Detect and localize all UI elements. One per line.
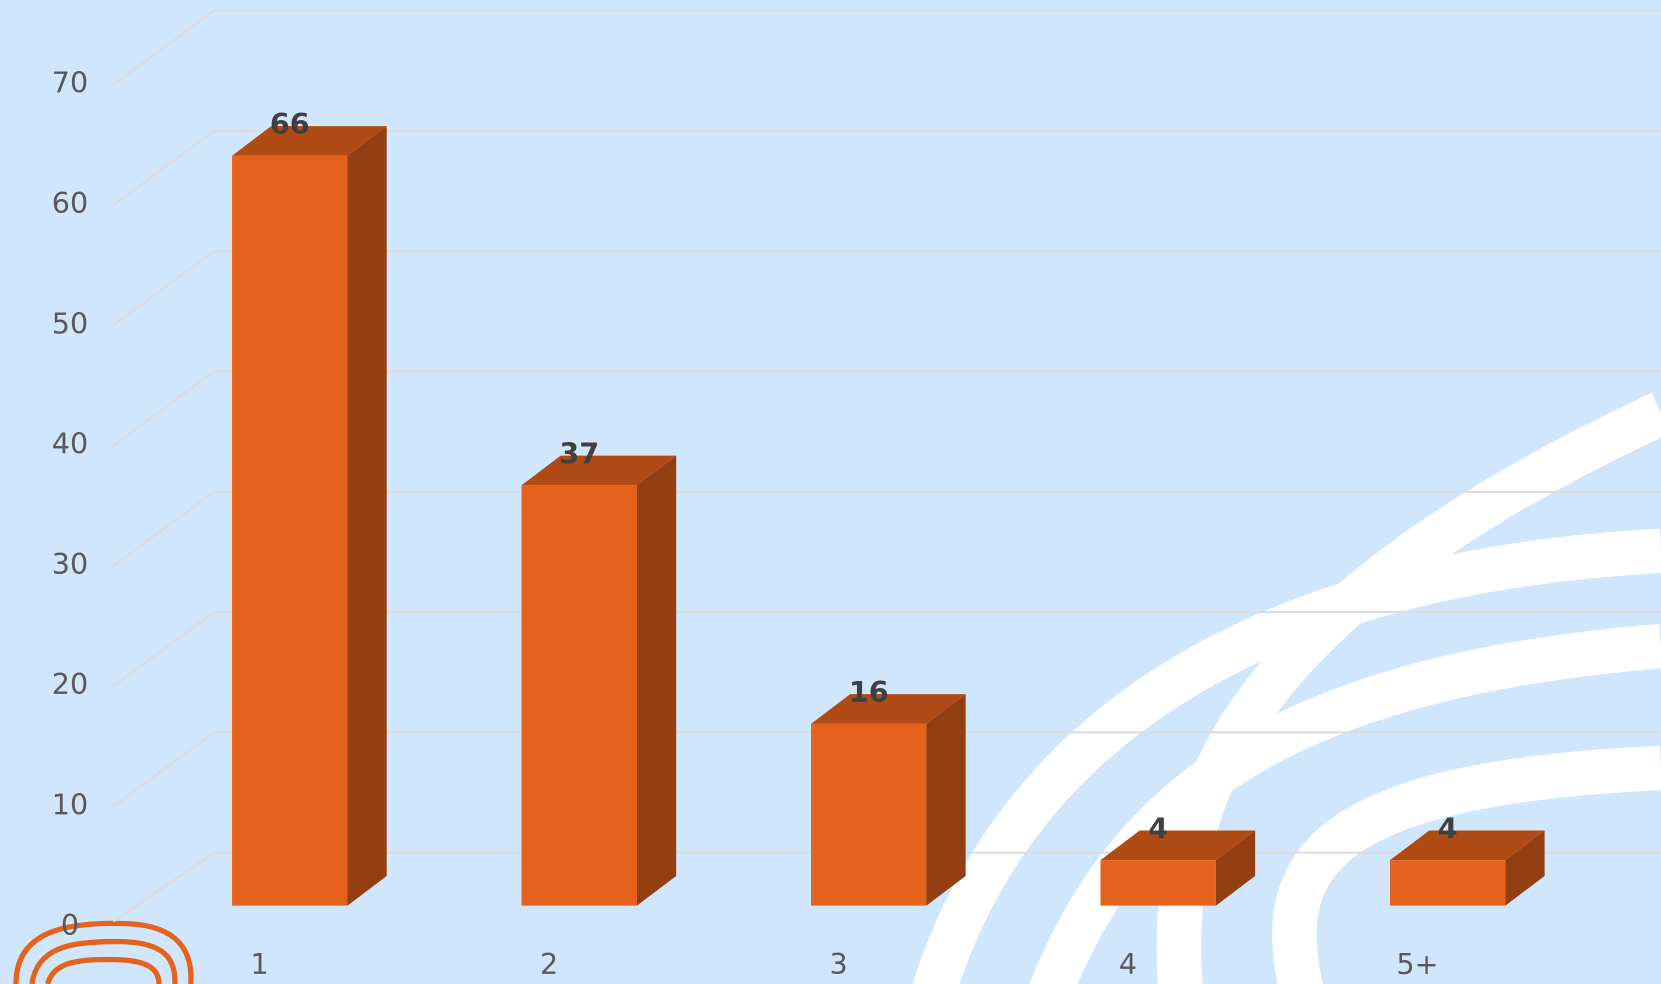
grid-line-side (112, 611, 215, 688)
grid-line (112, 129, 1661, 206)
grid-line-side (112, 490, 215, 567)
bar-front (232, 155, 348, 906)
grid-line-side (112, 370, 215, 447)
bar-side (926, 694, 966, 906)
bar (811, 694, 966, 906)
bar (1389, 830, 1545, 906)
y-tick-label: 70 (52, 66, 88, 100)
bar-front (1100, 860, 1216, 906)
y-tick-label: 10 (52, 788, 88, 822)
bar-side (1505, 830, 1545, 906)
y-tick-label: 60 (52, 186, 88, 220)
bar-front (521, 485, 637, 906)
grid-line (112, 9, 1661, 86)
grid-line (112, 611, 1661, 688)
data-label: 66 (270, 107, 310, 141)
logo (13, 920, 194, 984)
x-tick-label: 4 (1119, 947, 1137, 981)
bars: 1 66 2 37 3 16 4 4 5+ 4 (232, 107, 1545, 981)
data-label: 16 (849, 675, 889, 709)
grid-line (112, 250, 1661, 327)
bar-top (1100, 830, 1256, 861)
y-tick-label: 40 (52, 427, 88, 461)
y-tick-label: 30 (52, 547, 88, 581)
data-label: 4 (1148, 812, 1168, 846)
y-tick-label: 0 (61, 908, 79, 942)
grid-line-side (112, 731, 215, 808)
x-tick-label: 2 (540, 947, 558, 981)
grid-line (112, 490, 1661, 567)
grid-line-side (112, 9, 215, 86)
bar-top (232, 126, 387, 156)
bar-front (1389, 860, 1506, 906)
x-tick-label: 5+ (1396, 947, 1438, 981)
bar-top (521, 455, 677, 486)
decoration (912, 392, 1661, 984)
grid-line-side (112, 130, 215, 206)
x-tick-label: 1 (250, 947, 268, 981)
grid-line-side (112, 250, 215, 327)
bar-side (1215, 830, 1256, 906)
bar-front (811, 723, 927, 906)
grid-line-side (112, 851, 215, 923)
x-tick-label: 3 (829, 947, 847, 981)
bar-side (347, 126, 387, 906)
grid-line (112, 370, 1661, 447)
data-label: 4 (1438, 812, 1458, 846)
bar-top (1389, 830, 1545, 861)
data-label: 37 (559, 437, 599, 471)
bar-top (811, 694, 966, 724)
bar (232, 126, 387, 906)
y-tick-label: 20 (52, 667, 88, 701)
bar (1100, 830, 1256, 906)
y-tick-label: 50 (52, 306, 88, 340)
bar-side (636, 455, 677, 906)
bar (521, 455, 677, 906)
